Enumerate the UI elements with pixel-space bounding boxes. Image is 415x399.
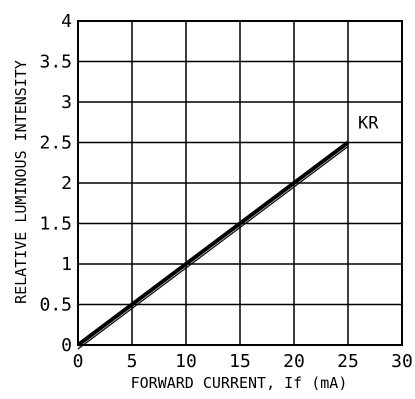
plot-frame — [77, 20, 403, 346]
y-axis-label: RELATIVE LUMINOUS INTENSITY — [12, 60, 30, 304]
x-tick-label: 25 — [337, 351, 359, 372]
x-tick-label: 30 — [391, 351, 413, 372]
y-tick-label: 2.5 — [39, 133, 72, 154]
y-tick-label: 0 — [61, 335, 72, 356]
series-lines: KR — [76, 114, 379, 350]
y-tick-labels: 0 0.5 1 1.5 2 2.5 3 3.5 4 — [39, 11, 72, 356]
y-tick-label: 4 — [61, 11, 72, 32]
x-tick-label: 10 — [175, 351, 197, 372]
x-tick-label: 15 — [229, 351, 251, 372]
y-tick-label: 3 — [61, 92, 72, 113]
x-tick-label: 5 — [127, 351, 138, 372]
y-tick-label: 3.5 — [39, 52, 72, 73]
series-line-outline — [77, 146, 349, 350]
x-axis-label: FORWARD CURRENT, If (mA) — [131, 374, 348, 392]
series-line — [76, 140, 350, 347]
x-tick-label: 0 — [73, 351, 84, 372]
y-tick-label: 1.5 — [39, 214, 72, 235]
grid — [77, 20, 403, 346]
x-tick-labels: 0 5 10 15 20 25 30 — [73, 351, 413, 372]
series-label: KR — [358, 114, 379, 134]
y-tick-label: 0.5 — [39, 295, 72, 316]
y-tick-label: 1 — [61, 254, 72, 275]
y-tick-label: 2 — [61, 173, 72, 194]
x-tick-label: 20 — [283, 351, 305, 372]
